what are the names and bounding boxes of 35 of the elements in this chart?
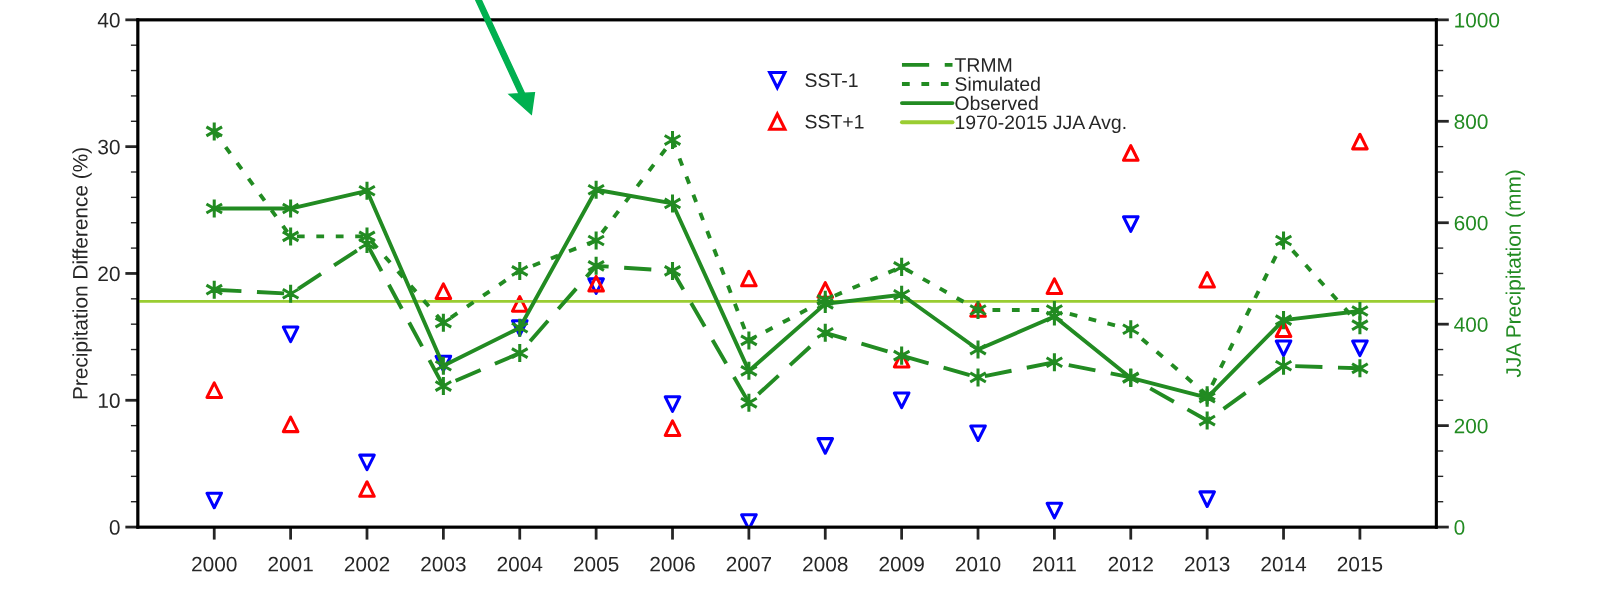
x-tick-label: 2008 <box>803 556 848 572</box>
legend-label: Observed <box>955 95 1038 111</box>
y2-tick-label: 400 <box>1454 317 1488 332</box>
x-tick-label: 2003 <box>421 556 466 572</box>
x-tick-label: 2001 <box>268 556 313 572</box>
legend-label: 1970-2015 JJA Avg. <box>955 115 1126 134</box>
x-tick-label: 2009 <box>879 556 924 572</box>
y-tick-label: 10 <box>98 393 120 409</box>
y-tick-label: 0 <box>109 520 120 535</box>
x-tick-label: 2015 <box>1337 556 1383 572</box>
y2-tick-label: 0 <box>1454 520 1465 535</box>
x-tick-label: 2012 <box>1108 556 1153 572</box>
y-tick-label: 20 <box>98 266 120 282</box>
x-tick-label: 2007 <box>726 556 772 572</box>
x-tick-label: 2005 <box>574 556 619 572</box>
y2-axis-title: JJA Precipitation (mm) <box>1505 170 1525 378</box>
x-tick-label: 2011 <box>1033 556 1076 572</box>
y2-tick-label: 200 <box>1454 418 1488 434</box>
legend-label: TRMM <box>954 58 1012 72</box>
y-tick-label: 30 <box>98 139 120 155</box>
x-tick-label: 2010 <box>955 556 1001 572</box>
legend-label: SST+1 <box>805 114 864 129</box>
x-tick-label: 2004 <box>497 556 543 572</box>
legend-label: Simulated <box>955 76 1040 91</box>
y2-tick-label: 600 <box>1454 215 1488 231</box>
x-tick-label: 2000 <box>192 556 237 572</box>
y2-tick-label: 800 <box>1454 114 1488 130</box>
x-tick-label: 2002 <box>344 556 390 572</box>
x-tick-label: 2013 <box>1185 556 1230 572</box>
y-axis-title: Precipitation Difference (%) <box>72 148 92 399</box>
y2-tick-label: 1000 <box>1455 12 1500 28</box>
legend-label: SST-1 <box>805 73 858 88</box>
x-tick-label: 2014 <box>1261 556 1307 572</box>
y-tick-label: 40 <box>97 12 120 28</box>
x-tick-label: 2006 <box>650 556 695 572</box>
